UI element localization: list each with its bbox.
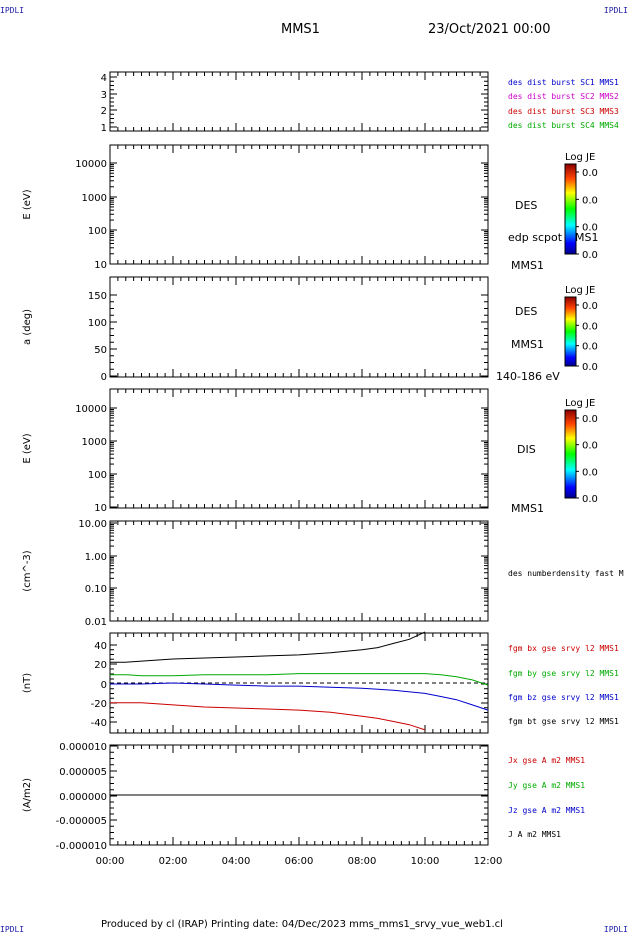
y-tick-label: 10 <box>94 260 107 271</box>
colorbar <box>564 409 577 499</box>
panel-2-frame <box>109 144 489 265</box>
time-axis-label: 04:00 <box>222 856 251 867</box>
series-line <box>110 702 426 731</box>
colorbar-label: 0.0 <box>582 342 598 353</box>
legend-entry: Jz gse A m2 MMS1 <box>508 806 585 815</box>
y-tick-label: -0.000005 <box>56 816 107 827</box>
legend-entry: Jx gse A m2 MMS1 <box>508 756 585 765</box>
spacecraft-title: MMS1 <box>281 22 320 37</box>
y-tick-label: 0 <box>101 372 107 383</box>
colorbar-label: 0.0 <box>582 467 598 478</box>
panel-side-label: DES <box>515 199 537 212</box>
y-tick-label: 40 <box>94 641 107 652</box>
panel-side-label: 140-186 eV <box>496 370 560 383</box>
legend-entry: des dist burst SC1 MMS1 <box>508 78 619 87</box>
time-axis-label: 10:00 <box>411 856 440 867</box>
y-tick-label: 150 <box>88 291 107 302</box>
panel-5-frame <box>109 520 489 622</box>
y-tick-label: -20 <box>91 699 107 710</box>
panel-side-label: MMS1 <box>511 338 544 351</box>
series-line <box>110 682 489 711</box>
y-tick-label: 100 <box>88 226 107 237</box>
y-tick-label: 0.000005 <box>59 767 107 778</box>
colorbar-label: 0.0 <box>582 301 598 312</box>
colorbar-label: 0.0 <box>582 321 598 332</box>
y-tick-label: -40 <box>91 718 107 729</box>
panel-4-ylabel: E (eV) <box>22 433 33 463</box>
series-line <box>110 631 426 663</box>
y-tick-label: 10 <box>94 503 107 514</box>
y-tick-label: 0 <box>101 680 107 691</box>
bottom-left-logo: IPDLI <box>0 925 25 934</box>
time-axis-label: 00:00 <box>96 856 125 867</box>
colorbar-label: 0.0 <box>582 250 598 261</box>
panel-side-label: MMS1 <box>511 259 544 272</box>
y-tick-label: 1000 <box>82 193 107 204</box>
y-tick-label: 4 <box>101 73 107 84</box>
y-tick-label: 10.00 <box>78 519 107 530</box>
legend-entry: fgm bz gse srvy l2 MMS1 <box>508 693 619 702</box>
panel-side-label: MMS1 <box>511 502 544 515</box>
panel-6-ylabel: (nT) <box>22 673 33 693</box>
legend-entry: des numberdensity fast M <box>508 569 624 578</box>
y-tick-label: 10000 <box>75 159 107 170</box>
panel-1-frame <box>109 71 489 132</box>
y-tick-label: 2 <box>101 106 107 117</box>
legend-entry: Jy gse A m2 MMS1 <box>508 781 585 790</box>
y-tick-label: 10000 <box>75 404 107 415</box>
colorbar-label: 0.0 <box>582 168 598 179</box>
panel-4-frame <box>109 388 489 509</box>
top-right-logo: IPDLI <box>603 6 628 15</box>
legend-entry: J A m2 MMS1 <box>508 830 561 839</box>
y-tick-label: -0.000010 <box>56 841 107 852</box>
series-line <box>110 673 489 686</box>
y-tick-label: 0.000000 <box>59 792 107 803</box>
time-axis-label: 12:00 <box>474 856 503 867</box>
stacked-plot-figure: 4 3 2 1 des dist burst SC1 MMS1 des dist burs… <box>22 71 624 867</box>
colorbar-label: 0.0 <box>582 223 598 234</box>
top-left-logo: IPDLI <box>0 6 25 15</box>
panel-3-frame <box>109 276 489 378</box>
legend-entry: des dist burst SC4 MMS4 <box>508 121 619 130</box>
colorbar-title: Log JE <box>565 398 595 409</box>
y-tick-label: 1 <box>101 123 107 134</box>
panel-side-label: DES <box>515 305 537 318</box>
y-tick-label: 1.00 <box>85 552 107 563</box>
panel-7-ylabel: (A/m2) <box>22 778 33 812</box>
colorbar-label: 0.0 <box>582 414 598 425</box>
date-title: 23/Oct/2021 00:00 <box>428 22 551 37</box>
colorbar <box>564 163 577 255</box>
legend-entry: fgm bx gse srvy l2 MMS1 <box>508 644 619 653</box>
legend-entry: des dist burst SC2 MMS2 <box>508 92 619 101</box>
y-tick-label: 100 <box>88 318 107 329</box>
colorbar-title: Log JE <box>565 285 595 296</box>
panel-5-ylabel: (cm^-3) <box>22 550 33 591</box>
y-tick-label: 0.01 <box>85 617 107 628</box>
legend-entry: des dist burst SC3 MMS3 <box>508 107 619 116</box>
panel-3-ylabel: a (deg) <box>22 309 33 345</box>
panel-2-ylabel: E (eV) <box>22 189 33 219</box>
y-tick-label: 0.000010 <box>59 742 107 753</box>
y-tick-label: 20 <box>94 660 107 671</box>
legend-entry: fgm by gse srvy l2 MMS1 <box>508 669 619 678</box>
y-tick-label: 3 <box>101 90 107 101</box>
y-tick-label: 0.10 <box>85 584 107 595</box>
panel-side-label: DIS <box>517 443 536 456</box>
colorbar-label: 0.0 <box>582 441 598 452</box>
time-axis-label: 06:00 <box>285 856 314 867</box>
y-tick-label: 50 <box>94 345 107 356</box>
colorbar <box>564 296 577 367</box>
colorbar-label: 0.0 <box>582 494 598 505</box>
time-axis-label: 08:00 <box>348 856 377 867</box>
colorbar-label: 0.0 <box>582 195 598 206</box>
bottom-right-logo: IPDLI <box>603 925 628 934</box>
y-tick-label: 100 <box>88 470 107 481</box>
legend-entry: fgm bt gse srvy l2 MMS1 <box>508 717 619 726</box>
time-axis-label: 02:00 <box>159 856 188 867</box>
footer-credits: Produced by cl (IRAP) Printing date: 04/… <box>101 919 503 930</box>
colorbar-title: Log JE <box>565 152 595 163</box>
y-tick-label: 1000 <box>82 437 107 448</box>
colorbar-label: 0.0 <box>582 362 598 373</box>
